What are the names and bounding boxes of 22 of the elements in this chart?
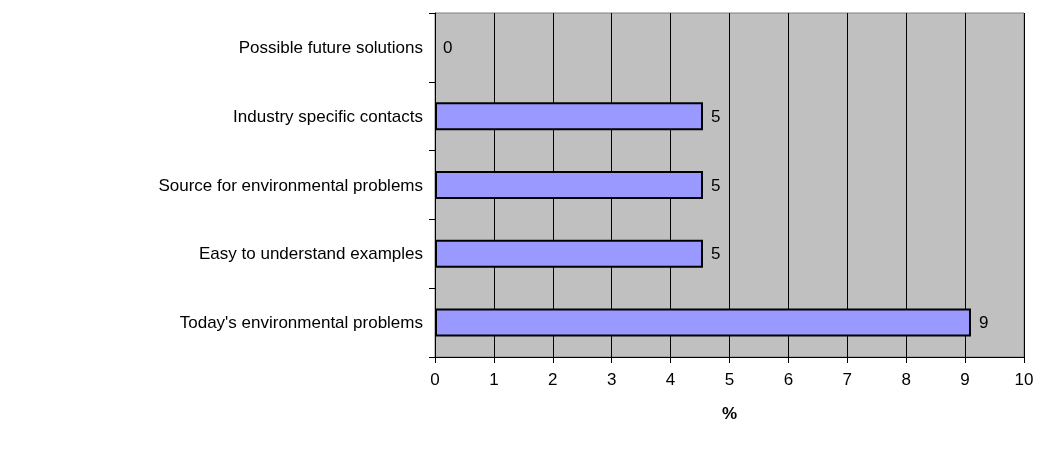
x-tick-label: 7 [842,370,853,389]
x-tick-label: 4 [665,370,676,389]
data-label: 9 [978,313,989,333]
x-tick-label: 5 [724,370,735,389]
y-tick-label: Industry specific contacts [233,106,423,126]
x-tick-label: 10 [1014,370,1034,389]
x-tick-label: 1 [489,370,499,389]
x-tick-label: 3 [606,370,617,389]
data-label: 0 [443,37,453,57]
x-tick-label: 6 [783,370,794,389]
x-tick-label: 8 [901,370,911,389]
y-tick-label: Source for environmental problems [158,175,423,195]
data-label: 5 [710,106,721,126]
x-tick-label: 0 [430,370,440,389]
data-label: 5 [710,244,721,264]
data-label: 5 [710,175,721,195]
x-axis-title: % [721,404,738,423]
y-tick-label: Easy to understand examples [199,244,423,264]
y-tick-label: Possible future solutions [238,37,423,57]
x-tick-label: 2 [548,370,558,389]
x-tick-label: 9 [960,370,970,389]
y-tick-label: Today's environmental problems [179,313,423,333]
